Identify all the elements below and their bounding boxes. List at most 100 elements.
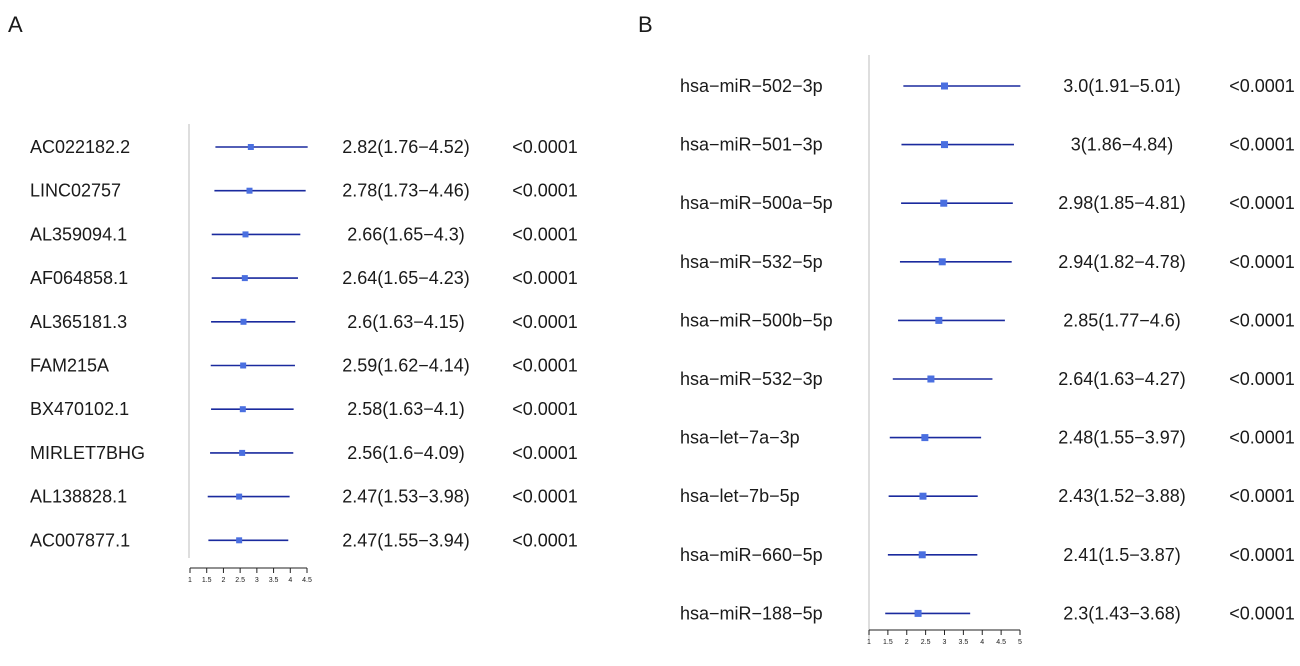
hr-ci-text: 2.6(1.63−4.15) <box>347 312 465 332</box>
row-label: FAM215A <box>30 356 109 376</box>
p-value-text: <0.0001 <box>512 530 578 550</box>
hr-ci-text: 2.59(1.62−4.14) <box>342 356 470 376</box>
x-tick-label: 4 <box>288 577 292 584</box>
row-label: hsa−miR−501−3p <box>680 135 823 155</box>
panel-label-a: A <box>8 12 23 37</box>
p-value-text: <0.0001 <box>512 356 578 376</box>
row-label: hsa−miR−532−3p <box>680 369 823 389</box>
row-label: hsa−miR−502−3p <box>680 76 823 96</box>
row-label: AC007877.1 <box>30 530 130 550</box>
row-label: BX470102.1 <box>30 399 129 419</box>
x-tick-label: 1 <box>867 639 871 646</box>
p-value-text: <0.0001 <box>1229 428 1295 448</box>
x-tick-label: 3.5 <box>959 639 969 646</box>
hr-ci-text: 2.64(1.65−4.23) <box>342 268 470 288</box>
hr-ci-text: 3(1.86−4.84) <box>1071 135 1174 155</box>
p-value-text: <0.0001 <box>512 268 578 288</box>
p-value-text: <0.0001 <box>1229 252 1295 272</box>
hr-ci-text: 2.66(1.65−4.3) <box>347 224 465 244</box>
x-tick-label: 5 <box>1018 639 1022 646</box>
row-label: AF064858.1 <box>30 268 128 288</box>
p-value-text: <0.0001 <box>1229 76 1295 96</box>
row-label: hsa−miR−188−5p <box>680 603 823 623</box>
p-value-text: <0.0001 <box>1229 486 1295 506</box>
hr-ci-text: 2.82(1.76−4.52) <box>342 137 470 157</box>
p-value-text: <0.0001 <box>512 487 578 507</box>
p-value-text: <0.0001 <box>1229 135 1295 155</box>
hr-marker <box>239 406 246 413</box>
hr-marker <box>941 141 948 149</box>
x-tick-label: 1.5 <box>883 639 893 646</box>
hr-ci-text: 2.85(1.77−4.6) <box>1063 310 1181 330</box>
x-tick-label: 4 <box>980 639 984 646</box>
p-value-text: <0.0001 <box>1229 369 1295 389</box>
hr-marker <box>236 537 243 544</box>
row-label: MIRLET7BHG <box>30 443 145 463</box>
hr-ci-text: 2.94(1.82−4.78) <box>1058 252 1186 272</box>
x-tick-label: 2.5 <box>921 639 931 646</box>
hr-marker <box>241 275 248 282</box>
row-label: hsa−let−7a−3p <box>680 428 800 448</box>
x-tick-label: 1 <box>188 577 192 584</box>
hr-ci-text: 2.47(1.55−3.94) <box>342 530 470 550</box>
panel-label-b: B <box>638 12 653 37</box>
hr-ci-text: 2.78(1.73−4.46) <box>342 181 470 201</box>
p-value-text: <0.0001 <box>512 312 578 332</box>
row-label: AL138828.1 <box>30 487 127 507</box>
hr-marker <box>239 449 246 456</box>
hr-ci-text: 2.3(1.43−3.68) <box>1063 603 1181 623</box>
hr-marker <box>927 375 935 383</box>
row-label: hsa−miR−500b−5p <box>680 310 833 330</box>
p-value-text: <0.0001 <box>1229 545 1295 565</box>
hr-marker <box>940 199 948 207</box>
row-label: hsa−miR−660−5p <box>680 545 823 565</box>
row-label: AL359094.1 <box>30 224 127 244</box>
hr-ci-text: 2.43(1.52−3.88) <box>1058 486 1186 506</box>
hr-marker <box>240 318 247 325</box>
p-value-text: <0.0001 <box>1229 310 1295 330</box>
row-label: hsa−miR−532−5p <box>680 252 823 272</box>
p-value-text: <0.0001 <box>1229 193 1295 213</box>
p-value-text: <0.0001 <box>512 443 578 463</box>
p-value-text: <0.0001 <box>512 137 578 157</box>
x-tick-label: 3 <box>943 639 947 646</box>
hr-marker <box>236 493 243 500</box>
hr-ci-text: 2.48(1.55−3.97) <box>1058 428 1186 448</box>
hr-ci-text: 2.58(1.63−4.1) <box>347 399 465 419</box>
hr-ci-text: 3.0(1.91−5.01) <box>1063 76 1181 96</box>
hr-marker <box>921 434 929 442</box>
p-value-text: <0.0001 <box>1229 603 1295 623</box>
hr-ci-text: 2.98(1.85−4.81) <box>1058 193 1186 213</box>
x-tick-label: 3.5 <box>269 577 279 584</box>
x-tick-label: 2 <box>905 639 909 646</box>
hr-marker <box>246 187 253 194</box>
row-label: LINC02757 <box>30 181 121 201</box>
x-tick-label: 4.5 <box>302 577 312 584</box>
hr-marker <box>935 316 943 324</box>
hr-marker <box>247 144 254 150</box>
hr-marker <box>938 258 946 266</box>
p-value-text: <0.0001 <box>512 181 578 201</box>
row-label: hsa−miR−500a−5p <box>680 193 833 213</box>
x-tick-label: 2 <box>221 577 225 584</box>
forest-panel-a: AC022182.2 2.82(1.76−4.52) <0.0001 LINC0275… <box>30 124 578 584</box>
hr-marker <box>918 551 926 559</box>
p-value-text: <0.0001 <box>512 399 578 419</box>
x-tick-label: 4.5 <box>996 639 1006 646</box>
hr-marker <box>919 492 927 500</box>
p-value-text: <0.0001 <box>512 224 578 244</box>
hr-ci-text: 2.64(1.63−4.27) <box>1058 369 1186 389</box>
hr-marker <box>242 231 249 238</box>
hr-marker <box>240 362 247 369</box>
forest-panel-b: hsa−miR−502−3p 3.0(1.91−5.01) <0.0001 hsa−m… <box>680 55 1295 646</box>
hr-ci-text: 2.41(1.5−3.87) <box>1063 545 1181 565</box>
x-tick-label: 3 <box>255 577 259 584</box>
row-label: hsa−let−7b−5p <box>680 486 800 506</box>
x-tick-label: 1.5 <box>202 577 212 584</box>
hr-ci-text: 2.56(1.6−4.09) <box>347 443 465 463</box>
hr-marker <box>914 609 922 617</box>
row-label: AL365181.3 <box>30 312 127 332</box>
x-tick-label: 2.5 <box>235 577 245 584</box>
row-label: AC022182.2 <box>30 137 130 157</box>
